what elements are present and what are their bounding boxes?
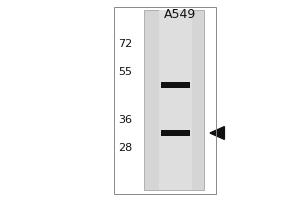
Bar [161,82,190,88]
Text: 72: 72 [118,39,132,49]
Text: 55: 55 [118,67,132,77]
Bar [144,10,204,190]
Text: A549: A549 [164,8,196,21]
Text: 28: 28 [118,143,132,153]
Bar [159,10,192,190]
Text: 36: 36 [118,115,132,125]
Bar [114,7,216,194]
Bar [161,130,190,136]
Polygon shape [210,127,224,139]
